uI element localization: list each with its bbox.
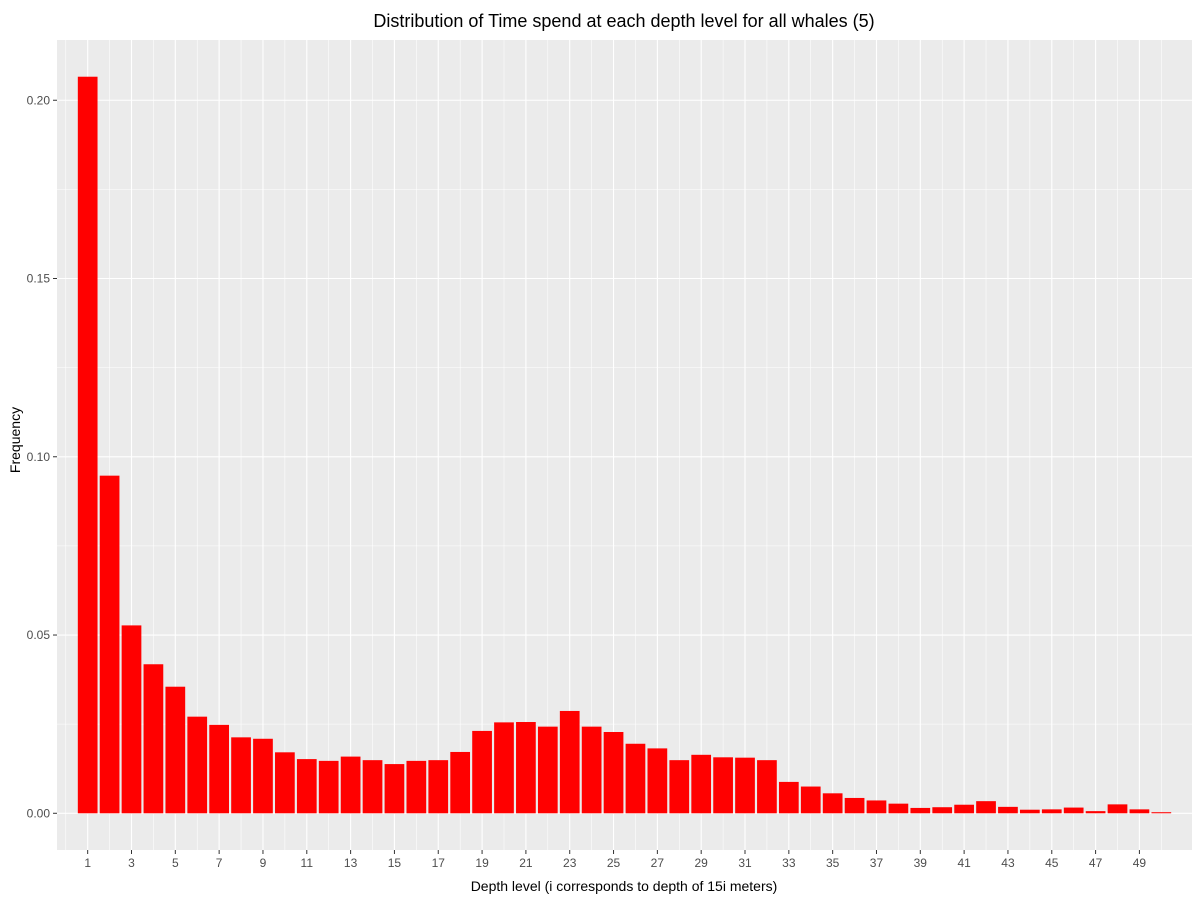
bar-depth-34 xyxy=(800,786,821,814)
x-tick-label: 29 xyxy=(695,856,709,870)
bar-depth-29 xyxy=(691,754,712,814)
bar-depth-42 xyxy=(976,801,996,814)
bar-depth-12 xyxy=(318,760,339,814)
x-tick-label: 35 xyxy=(826,856,840,870)
bar-depth-37 xyxy=(866,800,887,814)
bar-depth-5 xyxy=(165,686,186,814)
bar-depth-22 xyxy=(537,726,558,814)
y-tick-label: 0.20 xyxy=(27,93,51,107)
bar-depth-36 xyxy=(844,797,865,814)
bar-depth-21 xyxy=(516,722,536,814)
bar-depth-35 xyxy=(822,793,843,814)
bar-depth-17 xyxy=(428,760,449,814)
bar-depth-27 xyxy=(647,748,668,814)
bar-depth-10 xyxy=(275,752,295,814)
bar-depth-25 xyxy=(603,731,624,814)
y-tick-label: 0.15 xyxy=(27,272,51,286)
bar-depth-20 xyxy=(494,722,514,814)
x-tick-label: 21 xyxy=(519,856,533,870)
x-tick-label: 19 xyxy=(475,856,489,870)
x-tick-label: 1 xyxy=(84,856,91,870)
minor-grid xyxy=(57,40,1192,850)
plot-panel xyxy=(57,40,1192,850)
bar-depth-33 xyxy=(778,781,799,814)
bar-depth-4 xyxy=(143,664,164,814)
bar-depth-18 xyxy=(450,751,471,814)
bar-depth-23 xyxy=(559,710,580,814)
bar-depth-46 xyxy=(1063,807,1084,814)
bar-depth-43 xyxy=(998,806,1018,814)
x-tick-label: 25 xyxy=(607,856,621,870)
bar-depth-48 xyxy=(1107,804,1128,814)
y-axis-title: Frequency xyxy=(7,407,23,473)
y-axis: 0.00 0.05 0.10 0.15 0.20 xyxy=(27,93,57,820)
bar-depth-19 xyxy=(472,730,492,814)
bar-depth-30 xyxy=(713,757,733,814)
x-tick-label: 27 xyxy=(651,856,665,870)
bar-depth-44 xyxy=(1019,809,1040,814)
bar-depth-40 xyxy=(932,807,953,814)
bar-depth-15 xyxy=(384,764,405,814)
y-tick-label: 0.00 xyxy=(27,806,51,820)
bar-depth-8 xyxy=(231,737,251,814)
bar-depth-14 xyxy=(362,760,383,814)
x-tick-label: 43 xyxy=(1001,856,1015,870)
x-tick-label: 31 xyxy=(738,856,752,870)
bar-depth-39 xyxy=(910,807,931,814)
x-tick-label: 7 xyxy=(216,856,223,870)
y-tick-label: 0.05 xyxy=(27,628,51,642)
bar-depth-31 xyxy=(735,757,755,814)
x-tick-label: 13 xyxy=(344,856,358,870)
bar-depth-2 xyxy=(99,475,120,814)
bar-depth-38 xyxy=(888,803,909,814)
bar-depth-13 xyxy=(340,756,361,814)
bars xyxy=(77,76,1172,814)
bar-depth-1 xyxy=(77,76,98,814)
bar-depth-28 xyxy=(669,760,690,814)
y-tick-label: 0.10 xyxy=(27,450,51,464)
x-tick-label: 37 xyxy=(870,856,884,870)
x-tick-label: 45 xyxy=(1045,856,1059,870)
bar-depth-6 xyxy=(187,716,208,814)
x-tick-label: 47 xyxy=(1089,856,1103,870)
bar-depth-3 xyxy=(121,625,142,814)
x-tick-label: 9 xyxy=(260,856,267,870)
bar-depth-45 xyxy=(1041,809,1062,814)
x-tick-label: 17 xyxy=(432,856,446,870)
bar-depth-47 xyxy=(1085,811,1106,814)
bar-depth-26 xyxy=(625,743,646,814)
x-tick-label: 11 xyxy=(301,856,314,870)
x-axis-title: Depth level (i corresponds to depth of 1… xyxy=(471,878,778,894)
bar-depth-11 xyxy=(296,759,317,814)
x-tick-label: 49 xyxy=(1133,856,1147,870)
x-tick-label: 15 xyxy=(388,856,402,870)
bar-depth-50 xyxy=(1151,812,1172,814)
x-tick-label: 33 xyxy=(782,856,796,870)
bar-depth-16 xyxy=(406,760,427,814)
bar-depth-7 xyxy=(209,724,230,814)
x-tick-label: 3 xyxy=(128,856,135,870)
x-tick-label: 41 xyxy=(957,856,971,870)
bar-depth-41 xyxy=(954,804,974,814)
bar-depth-49 xyxy=(1129,809,1150,814)
chart-title: Distribution of Time spend at each depth… xyxy=(373,11,874,31)
x-tick-label: 23 xyxy=(563,856,577,870)
x-tick-label: 5 xyxy=(172,856,179,870)
x-tick-label: 39 xyxy=(914,856,928,870)
x-axis: 1 3 5 7 9 11 13 15 17 19 21 23 25 27 29 31 33 35 37 39 41 43 4… xyxy=(84,850,1146,870)
bar-depth-9 xyxy=(253,738,273,814)
bar-depth-24 xyxy=(581,726,602,814)
bar-depth-32 xyxy=(757,760,777,814)
